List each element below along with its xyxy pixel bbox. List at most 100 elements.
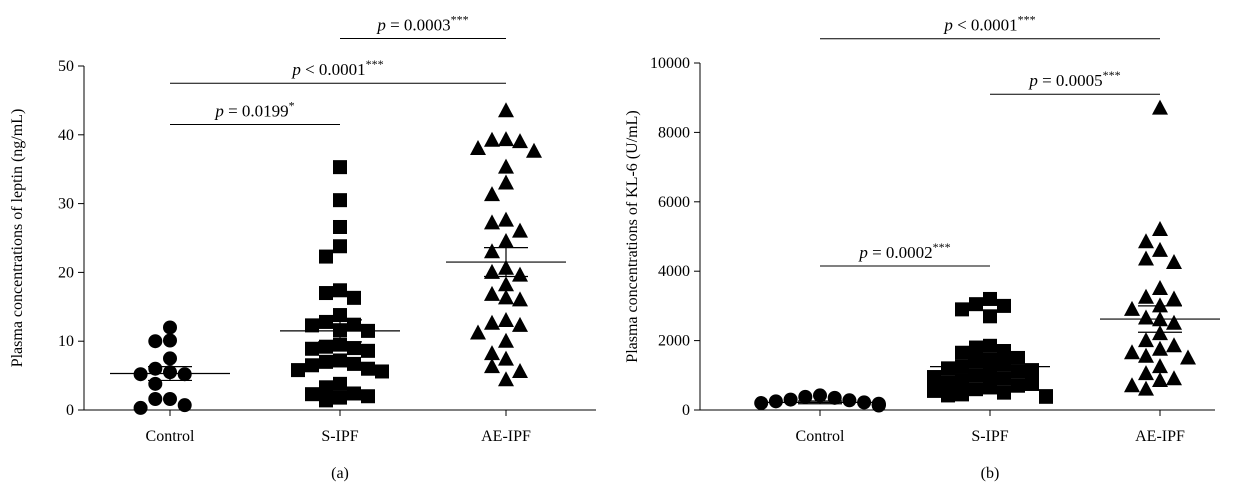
data-point-square <box>927 370 941 385</box>
data-point-triangle <box>1166 314 1182 330</box>
x-tick-label: Control <box>146 428 195 445</box>
y-tick-label: 0 <box>682 402 690 419</box>
data-point-square <box>333 239 347 254</box>
data-point-square <box>955 345 969 360</box>
data-point-triangle <box>484 214 500 230</box>
data-point-triangle <box>1152 297 1168 313</box>
data-point-triangle <box>512 362 528 378</box>
data-point-triangle <box>484 131 500 147</box>
data-point-triangle <box>1152 221 1168 237</box>
data-point-square <box>969 297 983 312</box>
data-point-triangle <box>1152 358 1168 374</box>
data-point-triangle <box>512 133 528 149</box>
data-point-square <box>983 338 997 353</box>
data-point-square <box>1025 363 1039 378</box>
data-point-triangle <box>484 345 500 361</box>
data-point-square <box>333 308 347 323</box>
x-tick-label: S-IPF <box>321 428 358 445</box>
data-point-square <box>333 376 347 391</box>
y-tick-label: 2000 <box>658 333 690 350</box>
data-point-square <box>1039 389 1053 404</box>
data-point-triangle <box>1138 380 1154 396</box>
data-point-square <box>969 354 983 369</box>
data-point-square <box>941 375 955 390</box>
data-point-triangle <box>1152 372 1168 388</box>
data-point-circle <box>133 367 148 382</box>
data-point-circle <box>177 398 192 413</box>
data-point-square <box>347 356 361 371</box>
data-point-square <box>333 390 347 405</box>
data-point-circle <box>148 361 163 376</box>
panel-b: 0 2000 4000 6000 8000 10000 Control S-IPF AE-IPF… <box>624 13 1220 482</box>
data-point-triangle <box>1166 370 1182 386</box>
data-point-triangle <box>1124 300 1140 316</box>
data-point-square <box>1011 378 1025 393</box>
data-point-triangle <box>1138 309 1154 325</box>
panel-label: (a) <box>331 465 349 482</box>
data-point-triangle <box>1138 250 1154 266</box>
data-point-triangle <box>512 266 528 282</box>
panel-label: (b) <box>981 465 1000 482</box>
p-value-label: p = 0.0002*** <box>858 240 950 262</box>
data-point-triangle <box>1138 288 1154 304</box>
data-point-triangle <box>1138 347 1154 363</box>
data-point-triangle <box>484 243 500 259</box>
data-point-triangle <box>484 186 500 202</box>
data-point-triangle <box>484 263 500 279</box>
data-point-square <box>361 361 375 376</box>
data-point-circle <box>177 367 192 382</box>
data-point-triangle <box>484 285 500 301</box>
data-point-triangle <box>498 158 514 174</box>
data-point-square <box>997 357 1011 372</box>
y-tick-label: 0 <box>66 402 74 419</box>
data-point-triangle <box>484 314 500 330</box>
x-tick-label: AE-IPF <box>481 428 531 445</box>
x-tick-label: Control <box>796 428 845 445</box>
data-point-triangle <box>1138 365 1154 381</box>
data-point-circle <box>813 388 827 403</box>
data-point-square <box>941 361 955 376</box>
x-tick-label: S-IPF <box>971 428 1008 445</box>
data-point-square <box>997 385 1011 400</box>
data-point-circle <box>783 392 798 407</box>
y-tick-label: 8000 <box>658 124 690 141</box>
data-point-square <box>983 291 997 306</box>
data-point-circle <box>163 391 177 406</box>
data-point-square <box>333 160 347 175</box>
data-point-triangle <box>1152 241 1168 257</box>
p-value-label: p < 0.0001*** <box>943 13 1035 35</box>
p-value-label: p = 0.0005*** <box>1028 68 1120 90</box>
data-point-square <box>969 340 983 355</box>
data-point-square <box>997 344 1011 359</box>
data-point-circle <box>133 400 148 415</box>
data-point-square <box>347 386 361 401</box>
data-point-triangle <box>470 324 486 340</box>
data-point-square <box>983 309 997 324</box>
data-point-circle <box>163 351 177 366</box>
data-point-square <box>955 387 969 402</box>
y-tick-label: 10000 <box>650 55 690 72</box>
data-point-triangle <box>1166 290 1182 306</box>
data-point-square <box>305 358 319 373</box>
y-tick-label: 30 <box>58 196 74 213</box>
data-point-circle <box>871 398 886 413</box>
data-point-square <box>305 341 319 356</box>
data-point-triangle <box>498 211 514 227</box>
data-point-square <box>333 283 347 298</box>
data-point-triangle <box>498 131 514 147</box>
data-point-triangle <box>498 371 514 387</box>
data-point-square <box>305 318 319 333</box>
data-point-triangle <box>498 276 514 292</box>
y-tick-label: 10 <box>58 333 74 350</box>
data-point-square <box>319 393 333 408</box>
data-point-triangle <box>1138 332 1154 348</box>
data-point-triangle <box>1152 99 1168 115</box>
data-point-square <box>997 371 1011 386</box>
data-point-triangle <box>498 232 514 248</box>
data-point-triangle <box>498 312 514 328</box>
data-point-triangle <box>498 350 514 366</box>
data-point-circle <box>842 393 857 408</box>
data-point-triangle <box>1152 340 1168 356</box>
data-point-circle <box>148 376 163 391</box>
